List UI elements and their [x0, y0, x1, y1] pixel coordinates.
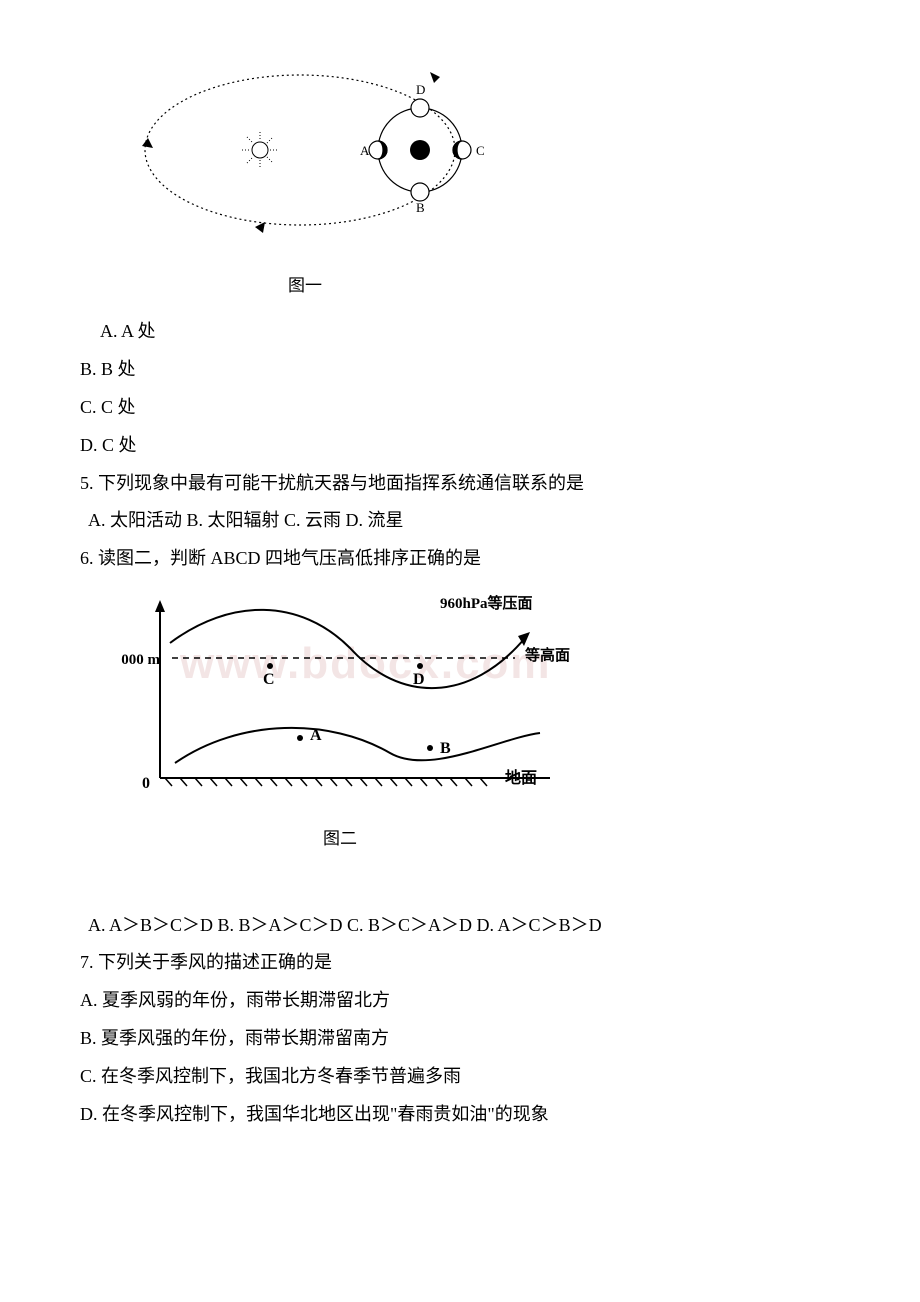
q7-option-a: A. 夏季风弱的年份，雨带长期滞留北方: [80, 982, 840, 1020]
figure-2-svg: 0 1 000 m: [120, 588, 580, 803]
fig2-label-a: A: [310, 727, 322, 744]
q4-option-c: C. C 处: [80, 389, 840, 427]
q7-option-d: D. 在冬季风控制下，我国华北地区出现"春雨贵如油"的现象: [80, 1096, 840, 1134]
fig2-y1000: 1 000 m: [120, 652, 161, 668]
q4-option-d: D. C 处: [80, 427, 840, 465]
figure-1-svg: A B C D: [120, 50, 490, 250]
q6-text: 6. 读图二，判断 ABCD 四地气压高低排序正确的是: [80, 540, 840, 578]
q7-option-b: B. 夏季风强的年份，雨带长期滞留南方: [80, 1020, 840, 1058]
fig2-isobaric-label: 960hPa等压面: [440, 594, 533, 612]
fig2-label-d: D: [413, 671, 425, 688]
figure-2-caption: 图二: [120, 821, 560, 857]
q5-options: A. 太阳活动 B. 太阳辐射 C. 云雨 D. 流星: [80, 502, 840, 540]
fig1-label-a: A: [360, 143, 370, 158]
q7-text: 7. 下列关于季风的描述正确的是: [80, 944, 840, 982]
fig2-contour-label: 等高面: [525, 646, 570, 664]
q6-options: A. A＞B＞C＞D B. B＞A＞C＞D C. B＞C＞A＞D D. A＞C＞…: [80, 907, 840, 945]
fig2-label-b: B: [440, 740, 451, 757]
figure-1: A B C D 图一: [120, 50, 840, 303]
q5-text: 5. 下列现象中最有可能干扰航天器与地面指挥系统通信联系的是: [80, 465, 840, 503]
fig1-label-b: B: [416, 200, 425, 215]
fig1-label-d: D: [416, 82, 425, 97]
figure-2: www.bdocx.com 0 1 000 m: [120, 588, 840, 856]
figure-1-caption: 图一: [120, 268, 490, 304]
fig2-ground-label: 地面: [505, 768, 537, 787]
q4-option-b: B. B 处: [80, 351, 840, 389]
q4-option-a: A. A 处: [100, 313, 840, 351]
fig2-origin: 0: [142, 775, 150, 792]
fig2-label-c: C: [263, 671, 275, 688]
q7-option-c: C. 在冬季风控制下，我国北方冬春季节普遍多雨: [80, 1058, 840, 1096]
fig1-label-c: C: [476, 143, 485, 158]
